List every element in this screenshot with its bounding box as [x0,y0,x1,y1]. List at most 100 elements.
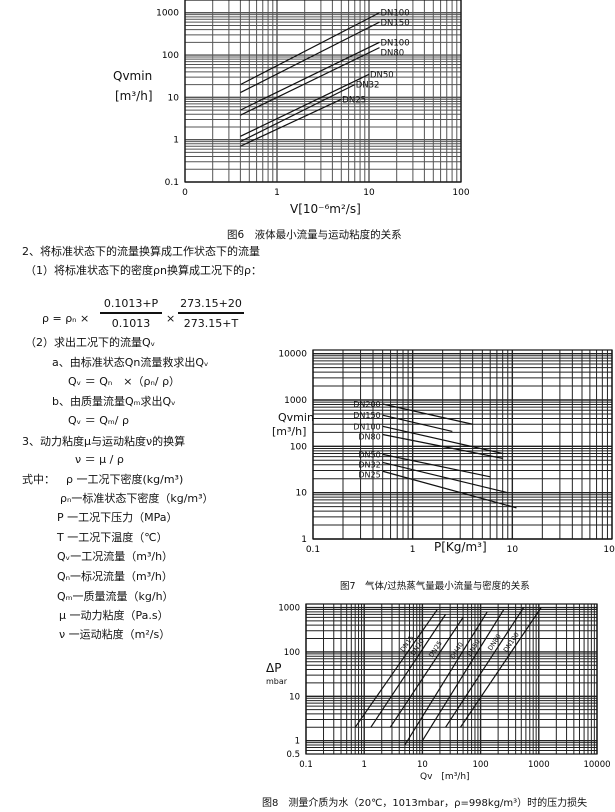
section-2-a: a、由标准状态Qn流量救求出Qᵥ [52,356,209,369]
fraction-2-numerator: 273.15+20 [178,297,244,314]
fraction-1-numerator: 0.1013+P [100,297,162,314]
fig8-y-tick-label: 1 [295,737,300,747]
fig7-ylabel-unit: [m³/h] [272,425,307,438]
section-2-2: （2）求出工况下的流量Qᵥ [25,336,156,349]
fig8-y-tick-label: 100 [284,648,300,658]
definition-item: T 一工况下温度（℃） [57,531,168,544]
fig6-x-tick-label: 1 [274,188,280,198]
fig8-y-tick-label: 10 [289,692,300,702]
fig7-y-tick-label: 1 [301,535,307,545]
fig7-xlabel: P[Kg/m³] [434,540,487,554]
fig6-series-label: DN25 [342,95,366,105]
section-2-title: 2、将标准状态下的流量换算成工作状态下的流量 [22,245,260,258]
fig8-caption: 图8 测量介质为水（20℃，1013mbar，ρ=998kg/m³）时的压力损失 [262,798,588,809]
definition-item: ρ 一工况下密度(kg/m³) [66,473,184,486]
fig8-x-tick-label: 1 [361,760,366,770]
fig8-x-tick-label: 1000 [528,760,550,770]
fig8-x-tick-label: 10 [417,760,428,770]
fig8-series-line [404,611,488,746]
fig7-series-line [382,453,491,478]
fig7-series-label: DN100 [353,422,380,431]
fig8-series-line [459,607,542,728]
definition-item: ρₙ一标准状态下密度（kg/m³） [60,492,214,505]
fig6-caption: 图6 液体最小流量与运动粘度的关系 [227,229,402,241]
fig8-x-tick-label: 0.1 [299,760,313,770]
fig6-y-tick-label: 1000 [156,9,179,19]
fig7-series-label: DN32 [358,460,380,469]
fig7-x-tick-label: 10 [507,545,519,555]
definition-item: Qₘ一质量流量（kg/h） [57,590,174,603]
section-2-b: b、由质量流量Qₘ求出Qᵥ [52,395,176,408]
section-3-equation: ν ＝ μ / ρ [75,453,124,466]
fig7-x-tick-label: 1 [410,545,416,555]
section-2-a-equation: Qᵥ ＝ Qₙ ×（ρₙ/ ρ） [68,375,181,388]
fig6-series-line [240,98,342,147]
definition-item: P 一工况下压力（MPa） [57,511,178,524]
definition-item: Qᵥ一工况流量（m³/h） [57,550,174,563]
fig6-series-line [240,21,380,94]
fig8-ylabel: ΔP [266,661,282,675]
fig6-series-line [240,47,380,116]
fig7-x-tick-label: 0.1 [306,545,320,555]
fig7-series-label: DN50 [358,450,380,459]
fig8-x-tick-label: 10000 [583,760,610,770]
section-2-b-equation: Qᵥ ＝ Qₘ/ ρ [68,414,129,427]
definition-item: μ 一动力粘度（Pa.s） [59,609,169,622]
fig8-y-tick-label: 0.5 [286,750,300,760]
fig8-ylabel-unit: mbar [266,677,288,686]
fig6-x-tick-label: 100 [452,188,469,198]
fig6-series-label: DN100 [380,9,409,19]
definition-item: Qₙ一标况流量（m³/h） [57,570,173,583]
fig7-series-label: DN80 [358,432,380,441]
fig7-series-line [382,414,453,432]
fig8-y-tick-label: 1000 [278,604,300,614]
fig7-ylabel: Qvmin [278,411,314,424]
fig7-series-line [382,433,503,459]
fig6-y-tick-label: 0.1 [165,178,179,188]
fig8-series-line [354,609,438,728]
formula-fraction-1: 0.1013+P 0.1013 [100,297,162,330]
fig7-series-label: DN200 [353,400,380,409]
fig7-caption: 图7 气体/过热蒸气量最小流量与密度的关系 [340,581,530,592]
fig6-plot-frame [184,0,462,183]
fig8-series-line [445,607,525,728]
fig8-series-line [370,614,447,728]
where-label: 式中： [22,473,55,486]
fig6-series-label: DN32 [356,81,380,91]
fraction-2-denominator: 273.15+T [183,317,239,330]
fig6-y-tick-label: 100 [162,51,179,61]
fig7-plot-frame [312,349,613,540]
fig6-ylabel-unit: [m³/h] [115,89,153,103]
fig7-series-label: DN150 [353,411,380,420]
fig8-series-line [389,617,464,728]
fig6-series-line [240,12,380,86]
formula-times: × [166,312,176,325]
fig6-series-label: DN100 [380,38,409,48]
formula-fraction-2: 273.15+20 273.15+T [178,297,244,330]
fig6-y-tick-label: 10 [168,93,180,103]
fig7-y-tick-label: 100 [290,442,307,452]
fig6-series-label: DN50 [370,70,394,80]
fig6-ylabel: Qvmin [113,69,153,83]
fig7-y-tick-label: 1000 [284,396,307,406]
fig7-x-tick-label: 100 [603,545,615,555]
fig7-series-line [382,461,508,494]
fig6-series-label: DN150 [380,19,409,29]
fig6-series-line [240,73,370,137]
fig7-series-label: DN25 [358,470,380,479]
fig6-xlabel: V[10⁻⁶m²/s] [290,202,361,216]
fig6-series-label: DN80 [380,48,404,58]
fig8-plot-frame [305,603,598,755]
fig6-x-tick-label: 0 [182,188,188,198]
fig7-series-line [382,403,473,425]
fig6-x-tick-label: 10 [363,188,375,198]
fraction-1-denominator: 0.1013 [111,317,151,330]
fig6-y-tick-label: 1 [173,136,179,146]
fig8-xlabel: Qv [m³/h] [420,772,470,782]
fig8-x-tick-label: 100 [472,760,488,770]
fig6-series-line [240,41,380,111]
section-2-1: （1）将标准状态下的密度ρn换算成工况下的ρ： [25,264,262,277]
fig7-series-line [382,470,517,509]
section-3-title: 3、动力粘度μ与运动粘度ν的换算 [22,435,186,448]
